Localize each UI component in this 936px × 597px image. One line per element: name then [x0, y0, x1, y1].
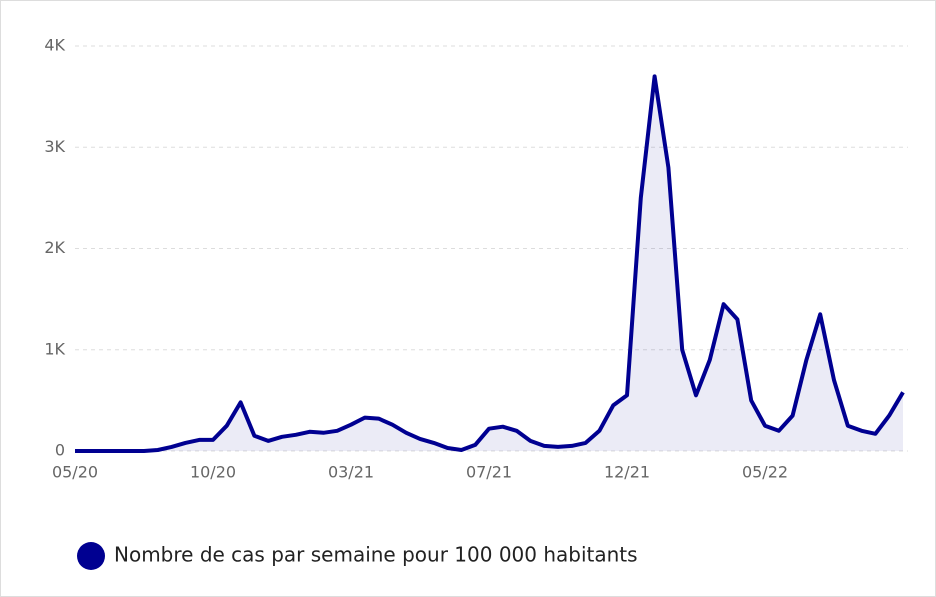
x-tick-label: 05/20 — [52, 463, 98, 482]
y-tick-label: 2K — [44, 238, 65, 257]
x-tick-label: 10/20 — [190, 463, 236, 482]
y-tick-label: 4K — [44, 36, 65, 55]
area — [75, 76, 903, 452]
legend-label: Nombre de cas par semaine pour 100 000 h… — [114, 543, 638, 567]
y-tick-label: 0 — [55, 441, 65, 460]
x-tick-label: 07/21 — [466, 463, 512, 482]
line — [75, 74, 905, 453]
y-tick-label: 3K — [44, 137, 65, 156]
x-tick-label: 12/21 — [604, 463, 650, 482]
legend-marker — [77, 542, 105, 570]
x-tick-label: 03/21 — [328, 463, 374, 482]
y-tick-label: 1K — [44, 339, 65, 358]
x-tick-label: 05/22 — [742, 463, 788, 482]
